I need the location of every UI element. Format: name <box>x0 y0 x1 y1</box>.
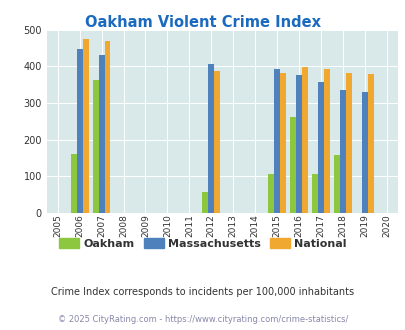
Bar <box>70 154 77 213</box>
Bar <box>77 49 82 213</box>
Bar <box>208 64 214 213</box>
Bar <box>214 71 220 213</box>
Bar <box>92 80 98 213</box>
Bar <box>104 42 110 213</box>
Bar <box>333 155 339 213</box>
Bar <box>323 69 329 213</box>
Bar <box>295 75 301 213</box>
Bar <box>202 192 208 213</box>
Text: © 2025 CityRating.com - https://www.cityrating.com/crime-statistics/: © 2025 CityRating.com - https://www.city… <box>58 315 347 324</box>
Bar <box>317 82 323 213</box>
Bar <box>311 174 317 213</box>
Bar <box>290 116 295 213</box>
Bar <box>301 67 307 213</box>
Bar <box>268 174 273 213</box>
Legend: Oakham, Massachusetts, National: Oakham, Massachusetts, National <box>55 234 350 253</box>
Bar <box>82 39 88 213</box>
Text: Oakham Violent Crime Index: Oakham Violent Crime Index <box>85 15 320 30</box>
Bar <box>273 69 279 213</box>
Bar <box>367 74 373 213</box>
Text: Crime Index corresponds to incidents per 100,000 inhabitants: Crime Index corresponds to incidents per… <box>51 287 354 297</box>
Bar <box>345 73 351 213</box>
Bar <box>279 73 286 213</box>
Bar <box>339 90 345 213</box>
Bar <box>361 92 367 213</box>
Bar <box>98 55 104 213</box>
